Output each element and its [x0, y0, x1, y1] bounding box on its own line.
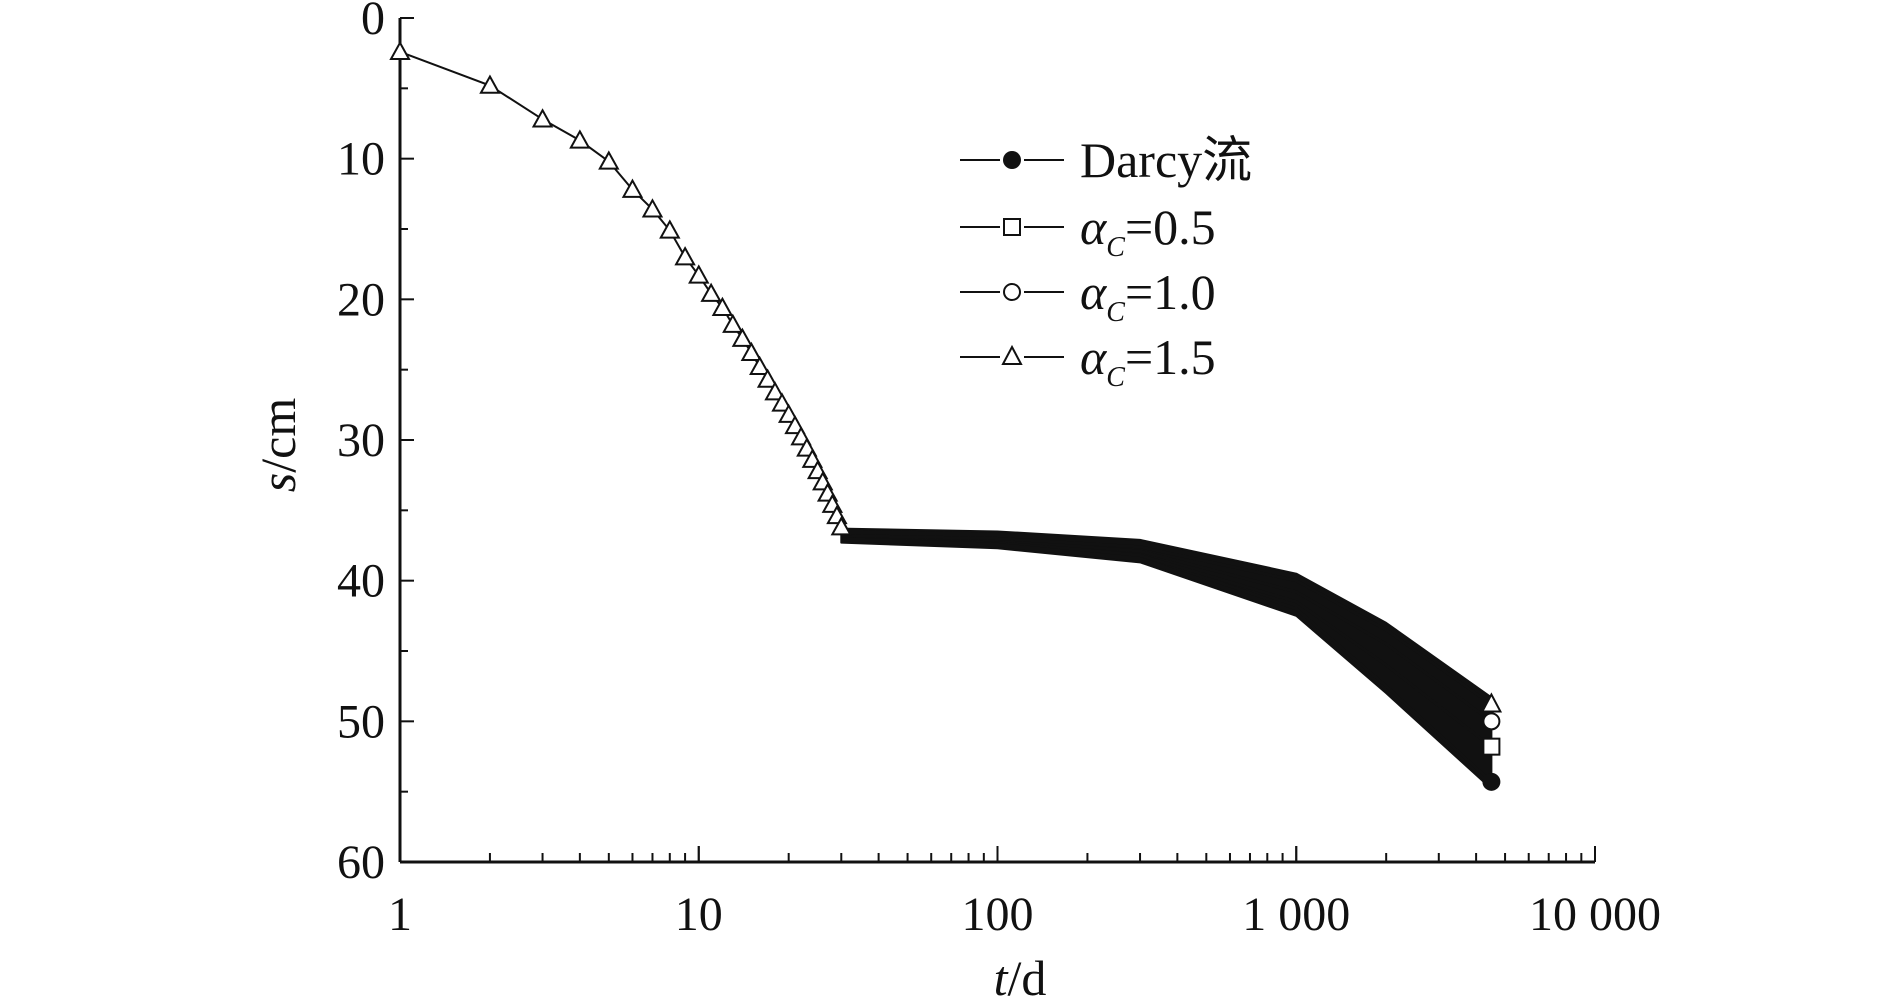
legend: Darcy流 αC=0.5 αC=1.0 αC=1.5	[960, 132, 1252, 393]
legend-entry-alpha-1-5: αC=1.5	[960, 329, 1216, 393]
y-tick-label: 50	[337, 695, 385, 748]
legend-entry-alpha-1-0: αC=1.0	[960, 264, 1216, 328]
early-data-point	[749, 355, 771, 376]
y-tick-label: 40	[337, 555, 385, 608]
legend-value: =0.5	[1125, 199, 1216, 255]
early-data-point	[641, 198, 664, 218]
early-data-point	[479, 74, 501, 94]
legend-marker-open-square	[1003, 218, 1021, 236]
early-data-point	[389, 40, 411, 60]
early-data-point	[777, 403, 800, 423]
legend-label: αC=1.0	[1080, 264, 1216, 328]
legend-subscript: C	[1106, 362, 1125, 393]
early-data-point	[598, 150, 620, 170]
y-tick-labels: 0 10 20 30 40 50 60	[337, 0, 385, 889]
x-axis-unit: /d	[1008, 950, 1047, 1004]
y-tick-label: 20	[337, 273, 385, 326]
early-data-point	[688, 264, 710, 284]
early-data-point	[830, 516, 852, 536]
legend-marker-open-triangle	[1001, 344, 1023, 365]
legend-label: αC=0.5	[1080, 199, 1216, 263]
legend-entry-alpha-0-5: αC=0.5	[960, 199, 1216, 263]
legend-label: αC=1.5	[1080, 329, 1216, 393]
data-marks	[389, 40, 1503, 791]
early-data-point	[621, 178, 644, 198]
early-data-point	[700, 282, 722, 302]
x-axis-variable: t	[994, 950, 1009, 1004]
y-axis-variable: s	[250, 473, 306, 492]
axis-ticks	[399, 17, 1596, 863]
series-3-curve	[841, 534, 1493, 706]
series-0-end-marker	[1482, 772, 1501, 791]
early-data-point	[771, 392, 793, 412]
y-axis-unit: /cm	[250, 398, 306, 473]
x-axis-title: t/d	[994, 950, 1047, 1004]
legend-alpha-symbol: α	[1080, 329, 1108, 385]
x-tick-label: 1 000	[1242, 888, 1350, 941]
y-tick-label: 30	[337, 414, 385, 467]
x-tick-label: 10	[675, 888, 723, 941]
legend-subscript: C	[1106, 232, 1125, 263]
x-tick-label: 1	[388, 888, 412, 941]
legend-value: =1.0	[1125, 264, 1216, 320]
early-data-point	[740, 341, 763, 361]
y-tick-label: 10	[337, 133, 385, 186]
legend-marker-filled-circle	[1003, 151, 1021, 169]
early-data-point	[659, 219, 681, 239]
early-data-point	[756, 368, 779, 388]
x-tick-label: 10 000	[1529, 888, 1661, 941]
legend-alpha-symbol: α	[1080, 264, 1108, 320]
early-curve-line	[399, 50, 843, 528]
series-3-end-marker	[1480, 692, 1503, 713]
legend-subscript: C	[1106, 297, 1125, 328]
y-tick-label: 0	[361, 0, 385, 45]
legend-label: Darcy流	[1080, 132, 1252, 188]
legend-entry-darcy: Darcy流	[960, 132, 1252, 188]
legend-alpha-symbol: α	[1080, 199, 1108, 255]
x-tick-label: 100	[962, 888, 1034, 941]
early-data-point	[731, 327, 754, 347]
late-curve-band	[840, 527, 1493, 790]
early-data-point	[569, 129, 591, 149]
early-data-point	[711, 296, 734, 316]
legend-marker-open-circle	[1003, 283, 1021, 301]
series-2-end-marker	[1482, 712, 1501, 731]
series-1-end-marker	[1482, 737, 1501, 756]
x-tick-labels: 1 10 100 1 000 10 000	[388, 888, 1661, 941]
early-data-point	[764, 381, 786, 401]
y-axis-title: s/cm	[250, 398, 306, 493]
legend-value: =1.5	[1125, 329, 1216, 385]
early-data-point	[674, 246, 696, 266]
early-data-point	[531, 108, 554, 128]
early-data-point	[722, 313, 744, 333]
y-tick-label: 60	[337, 836, 385, 889]
